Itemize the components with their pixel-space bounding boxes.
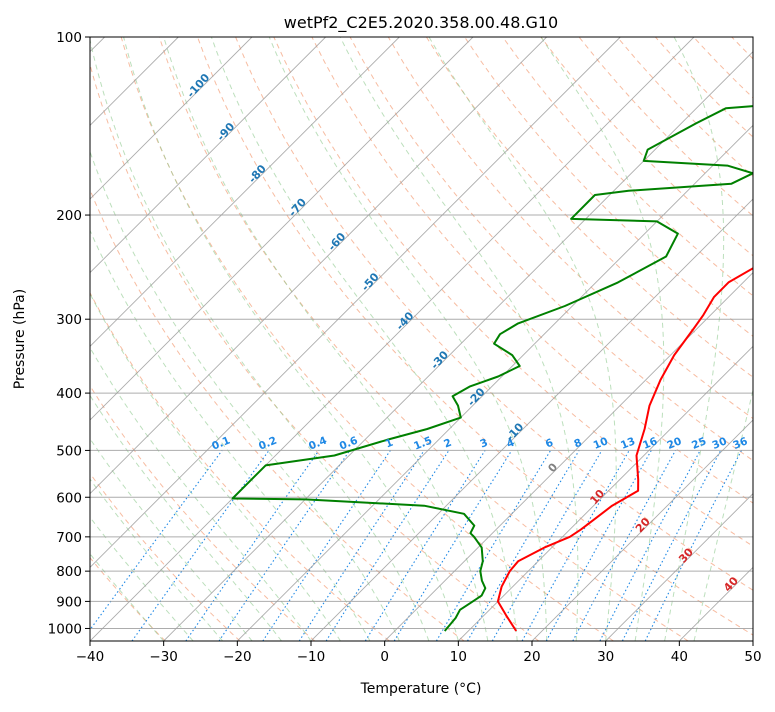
- x-tick-label: −30: [149, 649, 178, 665]
- y-tick-label: 500: [56, 443, 82, 459]
- x-tick-label: 40: [671, 649, 688, 665]
- y-axis-label: Pressure (hPa): [12, 289, 28, 389]
- y-tick-label: 900: [56, 594, 82, 610]
- x-tick-label: −20: [223, 649, 252, 665]
- x-tick-label: 30: [597, 649, 614, 665]
- x-tick-label: 50: [744, 649, 761, 665]
- x-axis-label: Temperature (°C): [360, 681, 482, 697]
- y-tick-label: 700: [56, 530, 82, 546]
- x-tick-label: −10: [297, 649, 326, 665]
- y-tick-label: 600: [56, 490, 82, 506]
- y-tick-label: 100: [56, 30, 82, 46]
- x-tick-label: 20: [523, 649, 540, 665]
- y-tick-label: 300: [56, 312, 82, 328]
- y-tick-label: 1000: [48, 621, 82, 637]
- x-tick-label: 0: [380, 649, 389, 665]
- chart-title: wetPf2_C2E5.2020.358.00.48.G10: [284, 13, 558, 33]
- y-tick-label: 800: [56, 564, 82, 580]
- y-tick-label: 400: [56, 386, 82, 402]
- x-tick-label: −40: [76, 649, 105, 665]
- x-tick-label: 10: [450, 649, 467, 665]
- y-tick-label: 200: [56, 208, 82, 224]
